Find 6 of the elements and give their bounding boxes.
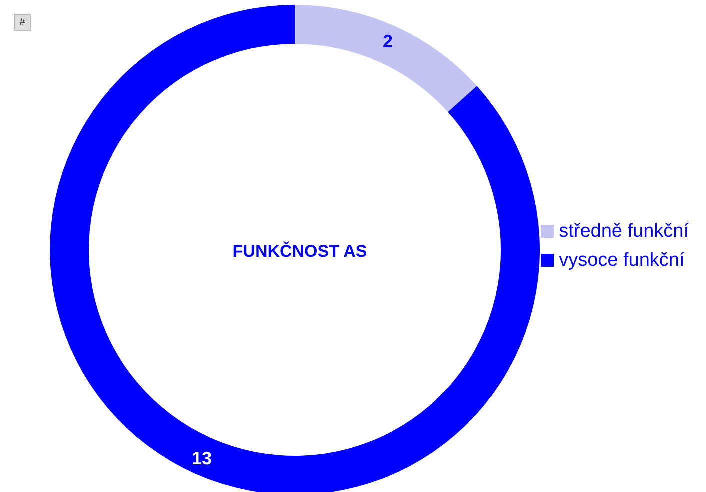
legend-label: středně funkční bbox=[559, 221, 690, 242]
text: FUNKČNOST AS bbox=[232, 241, 368, 261]
data-label: 13 bbox=[192, 448, 212, 469]
data-label: 2 bbox=[382, 31, 393, 52]
legend-label: vysoce funkční bbox=[559, 250, 686, 271]
text: # bbox=[20, 17, 26, 28]
